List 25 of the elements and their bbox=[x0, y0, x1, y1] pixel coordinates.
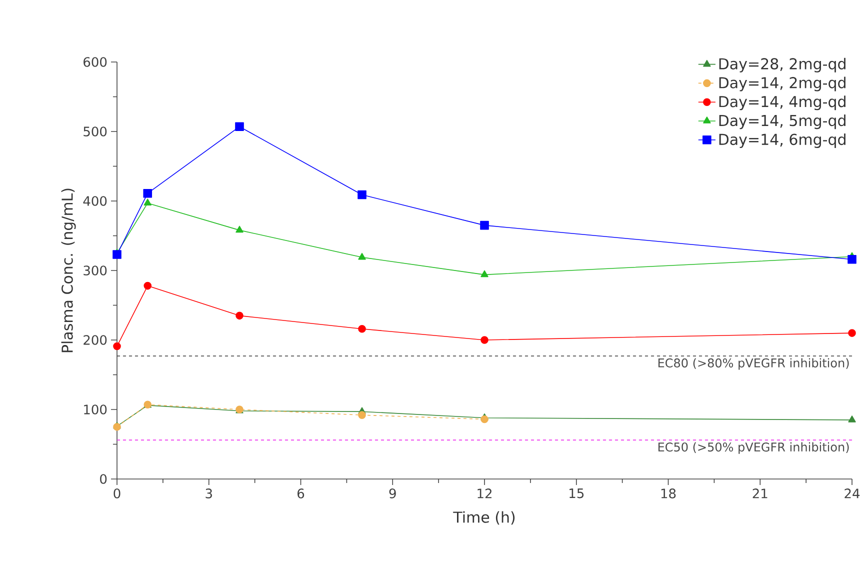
legend-label: Day=14, 4mg-qd bbox=[719, 96, 846, 110]
y-tick-label: 500 bbox=[84, 126, 107, 136]
x-tick-label: 0 bbox=[114, 488, 120, 498]
ref-line-label: EC50 (>50% pVEGFR inhibition) bbox=[658, 442, 849, 454]
ref-line-label: EC80 (>80% pVEGFR inhibition) bbox=[658, 358, 849, 370]
x-tick-label: 12 bbox=[478, 488, 492, 498]
y-tick-label: 100 bbox=[84, 404, 107, 414]
legend-label: Day=14, 5mg-qd bbox=[719, 114, 846, 130]
x-tick-label: 21 bbox=[752, 488, 768, 498]
x-tick-label: 6 bbox=[298, 488, 304, 498]
x-tick-label: 9 bbox=[389, 488, 396, 498]
y-tick-label: 600 bbox=[84, 57, 107, 67]
y-tick-label: 0 bbox=[100, 474, 107, 484]
y-tick-label: 300 bbox=[84, 266, 107, 276]
x-tick-label: 24 bbox=[844, 488, 860, 498]
x-tick-label: 3 bbox=[206, 488, 212, 498]
x-tick-label: 15 bbox=[570, 488, 584, 498]
x-axis-title: Time (h) bbox=[453, 511, 515, 525]
legend-label: Day=28, 2mg-qd bbox=[719, 58, 846, 72]
y-axis-title: Plasma Conc. (ng/mL) bbox=[61, 188, 76, 352]
legend-label: Day=14, 6mg-qd bbox=[719, 133, 846, 148]
y-tick-label: 400 bbox=[83, 196, 107, 206]
x-tick-label: 18 bbox=[661, 488, 676, 498]
y-tick-label: 200 bbox=[84, 335, 107, 345]
legend-label: Day=14, 2mg-qd bbox=[719, 76, 846, 92]
